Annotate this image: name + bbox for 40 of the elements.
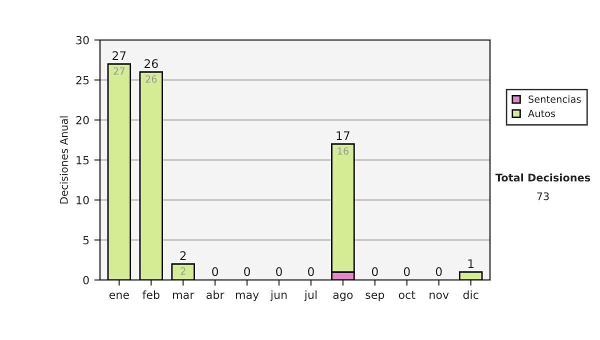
total-label: 0: [404, 267, 410, 276]
total-label: 1: [468, 259, 474, 268]
y-tick-label: 5: [83, 236, 89, 244]
total-label: 27: [112, 51, 126, 60]
total-label: 2: [180, 251, 186, 260]
total-label: 26: [144, 59, 158, 68]
data-label: 27: [114, 67, 125, 75]
text: 73: [537, 192, 549, 200]
x-tick-label: abr: [206, 290, 224, 300]
total-label: 0: [276, 267, 282, 276]
y-tick-label: 10: [76, 196, 89, 204]
x-tick-label: ago: [333, 292, 353, 302]
x-tick-label: dic: [463, 290, 478, 300]
x-tick-label: mar: [173, 292, 194, 300]
y-axis-title: Decisiones Anual: [60, 116, 68, 204]
y-tick-label: 20: [76, 116, 89, 124]
total-label: 17: [336, 131, 350, 140]
total-label: 0: [212, 267, 218, 276]
total-label: 0: [244, 267, 250, 276]
legend-label: Sentencias: [528, 95, 581, 103]
x-tick-label: sep: [366, 292, 384, 302]
data-label: 16: [338, 147, 349, 155]
text: Total Decisiones: [495, 173, 590, 182]
legend-label: Autos: [528, 110, 556, 118]
y-tick-label: 25: [76, 76, 89, 84]
data-label: 2: [180, 267, 186, 275]
total-label: 0: [436, 267, 442, 276]
x-tick-label: nov: [430, 292, 449, 300]
y-tick-label: 30: [76, 36, 89, 44]
x-tick-label: may: [236, 292, 259, 302]
data-label: 26: [146, 75, 157, 83]
x-tick-label: jun: [270, 290, 287, 302]
total-label: 0: [372, 267, 378, 276]
x-tick-label: ene: [109, 292, 129, 300]
y-tick-label: 15: [76, 156, 89, 164]
y-tick-label: 0: [83, 276, 89, 284]
x-tick-label: feb: [142, 290, 160, 300]
x-tick-label: jul: [304, 290, 317, 302]
x-tick-label: oct: [398, 291, 416, 300]
total-label: 0: [308, 267, 314, 276]
